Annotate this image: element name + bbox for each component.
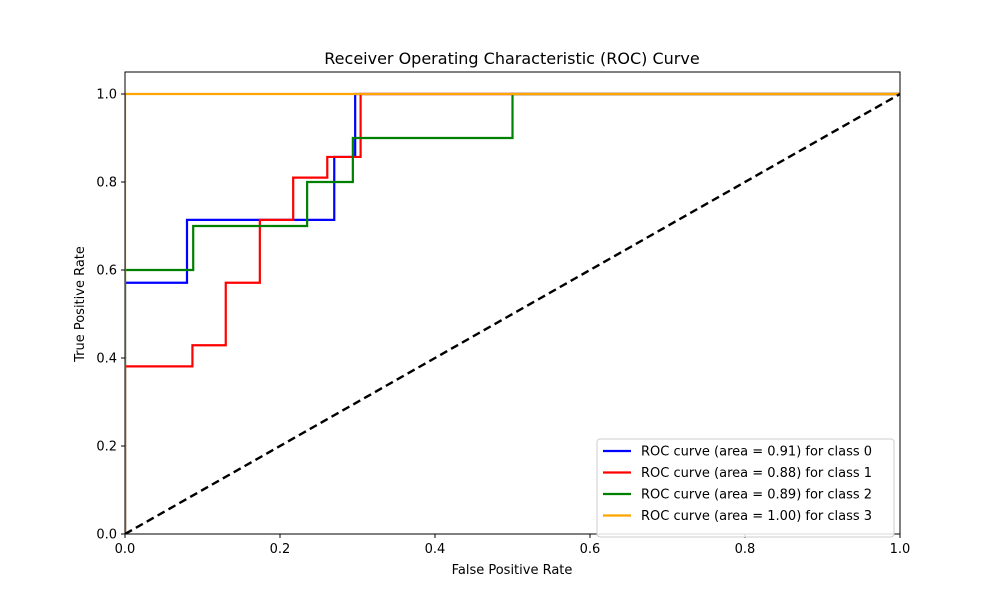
plot-area xyxy=(125,92,900,534)
x-axis-label: False Positive Rate xyxy=(452,563,573,578)
y-tick-label: 0.0 xyxy=(96,528,117,543)
series-line-class-1 xyxy=(125,92,900,534)
legend-label-class-1: ROC curve (area = 0.88) for class 1 xyxy=(641,466,872,481)
x-tick-label: 0.2 xyxy=(270,542,291,557)
x-tick-label: 0.6 xyxy=(580,542,601,557)
axes-frame xyxy=(124,71,901,535)
series-line-class-0 xyxy=(125,92,900,534)
x-tick-label: 0.4 xyxy=(425,542,446,557)
series-group xyxy=(125,92,900,534)
legend-label-class-2: ROC curve (area = 0.89) for class 2 xyxy=(641,488,872,503)
x-tick-label: 1.0 xyxy=(890,542,911,557)
y-tick-label: 0.4 xyxy=(96,352,117,367)
reference-diagonal-line xyxy=(125,92,900,534)
series-line-class-2 xyxy=(125,92,900,534)
series-line-class-3 xyxy=(125,92,900,534)
legend-label-class-0: ROC curve (area = 0.91) for class 0 xyxy=(641,445,872,460)
legend-label-class-3: ROC curve (area = 1.00) for class 3 xyxy=(641,509,872,524)
y-tick-label: 0.8 xyxy=(96,176,117,191)
y-tick-label: 1.0 xyxy=(96,88,117,103)
x-tick-label: 0.8 xyxy=(735,542,756,557)
y-tick-label: 0.2 xyxy=(96,440,117,455)
y-axis-label: True Positive Rate xyxy=(73,246,88,363)
x-tick-label: 0.0 xyxy=(115,542,136,557)
y-tick-label: 0.6 xyxy=(96,264,117,279)
axes: 0.0 0.2 0.4 0.6 0.8 1.0 0.0 0.2 0.4 0.6 0.8 1.0 xyxy=(96,71,911,557)
legend-box xyxy=(596,438,895,538)
chart-title: Receiver Operating Characteristic (ROC) … xyxy=(324,49,699,68)
legend: ROC curve (area = 0.91) for class 0 ROC c… xyxy=(596,438,895,538)
